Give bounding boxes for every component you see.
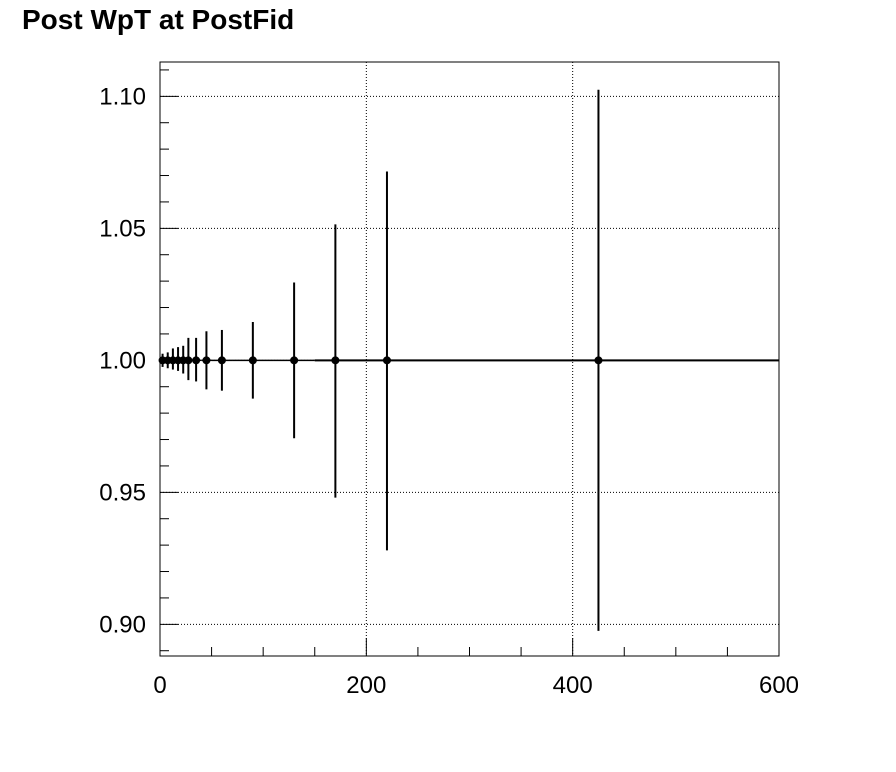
x-tick-label: 200: [346, 672, 386, 699]
data-point-group: [314, 224, 357, 498]
plot-frame: [159, 61, 780, 657]
data-point-group: [184, 337, 193, 381]
x-tick-label: 0: [153, 672, 166, 699]
data-point: [248, 356, 257, 365]
data-point-group: [211, 329, 233, 391]
data-point-group: [417, 89, 779, 631]
data-point-group: [356, 171, 418, 551]
y-tick-label: 1.05: [99, 215, 146, 242]
data-point: [202, 356, 211, 365]
data-point: [184, 356, 193, 365]
data-point-group: [190, 337, 202, 382]
chart-title: Post WpT at PostFid: [22, 4, 295, 35]
x-tick-label: 600: [759, 672, 799, 699]
y-tick-label: 0.95: [99, 479, 146, 506]
data-point-group: [232, 322, 274, 399]
data-point: [290, 356, 299, 365]
y-tick-label: 1.00: [99, 347, 146, 374]
y-tick-label: 1.10: [99, 83, 146, 110]
data-point-group: [201, 331, 212, 390]
data-point: [382, 356, 391, 365]
ticks-layer: [159, 69, 780, 656]
data-point: [594, 356, 603, 365]
tick-labels-layer: 0 200 400 600 0.90 0.95 1.00 1.05 1.10: [99, 83, 799, 699]
x-tick-label: 400: [553, 672, 593, 699]
data-point: [192, 356, 201, 365]
data-layer: [158, 89, 779, 631]
data-point-group: [273, 282, 315, 439]
data-point: [331, 356, 340, 365]
y-tick-label: 0.90: [99, 611, 146, 638]
data-point: [217, 356, 226, 365]
